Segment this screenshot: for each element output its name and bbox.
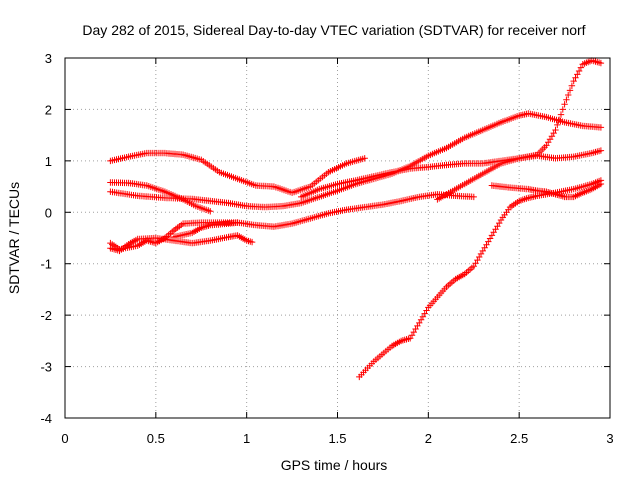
x-tick-label: 3 — [606, 431, 613, 446]
y-axis-label: SDTVAR / TECUs — [6, 182, 22, 294]
y-tick-label: 2 — [45, 102, 52, 117]
series-track-5 — [107, 232, 256, 255]
x-axis-label: GPS time / hours — [281, 457, 388, 473]
x-tick-label: 0.5 — [147, 431, 165, 446]
x-tick-label: 1.5 — [328, 431, 346, 446]
x-tick-label: 2.5 — [510, 431, 528, 446]
y-tick-label: 1 — [45, 154, 52, 169]
plus-markers — [107, 191, 477, 253]
y-tick-label: -4 — [40, 411, 52, 426]
series-track-6 — [170, 219, 241, 241]
chart-title: Day 282 of 2015, Sidereal Day-to-day VTE… — [82, 22, 585, 38]
plus-markers — [107, 149, 368, 196]
plus-markers — [107, 232, 256, 255]
y-axis-ticks: -4 -3 -2 -1 0 1 2 3 — [40, 51, 610, 426]
series-track-8 — [434, 57, 605, 203]
y-tick-label: 0 — [45, 205, 52, 220]
y-tick-label: 3 — [45, 51, 52, 66]
series-track-4 — [107, 191, 477, 253]
y-tick-label: -1 — [40, 257, 52, 272]
series-track-9 — [356, 177, 605, 381]
data-marks — [107, 57, 605, 381]
plus-markers — [356, 177, 605, 381]
x-tick-label: 2 — [425, 431, 432, 446]
plus-markers — [488, 180, 605, 201]
x-tick-label: 1 — [243, 431, 250, 446]
y-tick-label: -3 — [40, 360, 52, 375]
x-axis-ticks: 0 0.5 1 1.5 2 2.5 3 — [61, 58, 614, 446]
x-tick-label: 0 — [61, 431, 68, 446]
series-track-1 — [107, 149, 368, 196]
plus-markers — [434, 57, 605, 203]
y-tick-label: -2 — [40, 308, 52, 323]
series-track-10 — [488, 180, 605, 201]
plus-markers — [170, 219, 241, 241]
